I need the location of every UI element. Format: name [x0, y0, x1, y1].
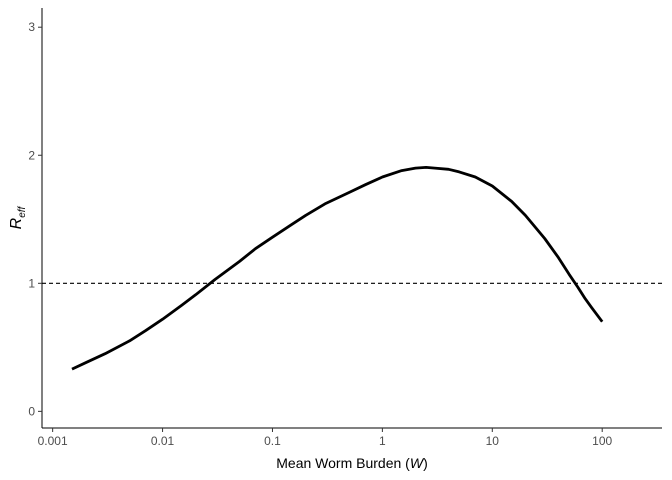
y-axis-title-subscript: eff: [17, 205, 28, 217]
plot-area: [42, 165, 662, 371]
x-axis-title-close: ): [423, 455, 428, 471]
x-axis-title: Mean Worm Burden (W): [276, 455, 427, 471]
y-tick-label: 0: [28, 404, 35, 418]
x-axis-title-text: Mean Worm Burden (: [276, 455, 410, 471]
x-axis-ticks: 0.001 0.01 0.1 1 10 100: [38, 428, 613, 448]
x-tick-label: 10: [486, 434, 500, 448]
y-axis-title: Reff: [8, 205, 28, 229]
y-tick-label: 2: [28, 148, 35, 162]
x-tick-label: 1: [379, 434, 386, 448]
y-tick-label: 3: [28, 20, 35, 34]
y-tick-label: 1: [28, 276, 35, 290]
x-axis-title-variable: W: [410, 455, 425, 471]
x-tick-label: 0.1: [264, 434, 281, 448]
y-axis-ticks: 0 1 2 3: [28, 20, 42, 418]
y-axis-title-symbol: R: [8, 217, 25, 229]
x-tick-label: 100: [592, 434, 612, 448]
x-tick-label: 0.01: [151, 434, 175, 448]
series-line-1: [71, 165, 604, 371]
x-tick-label: 0.001: [38, 434, 68, 448]
